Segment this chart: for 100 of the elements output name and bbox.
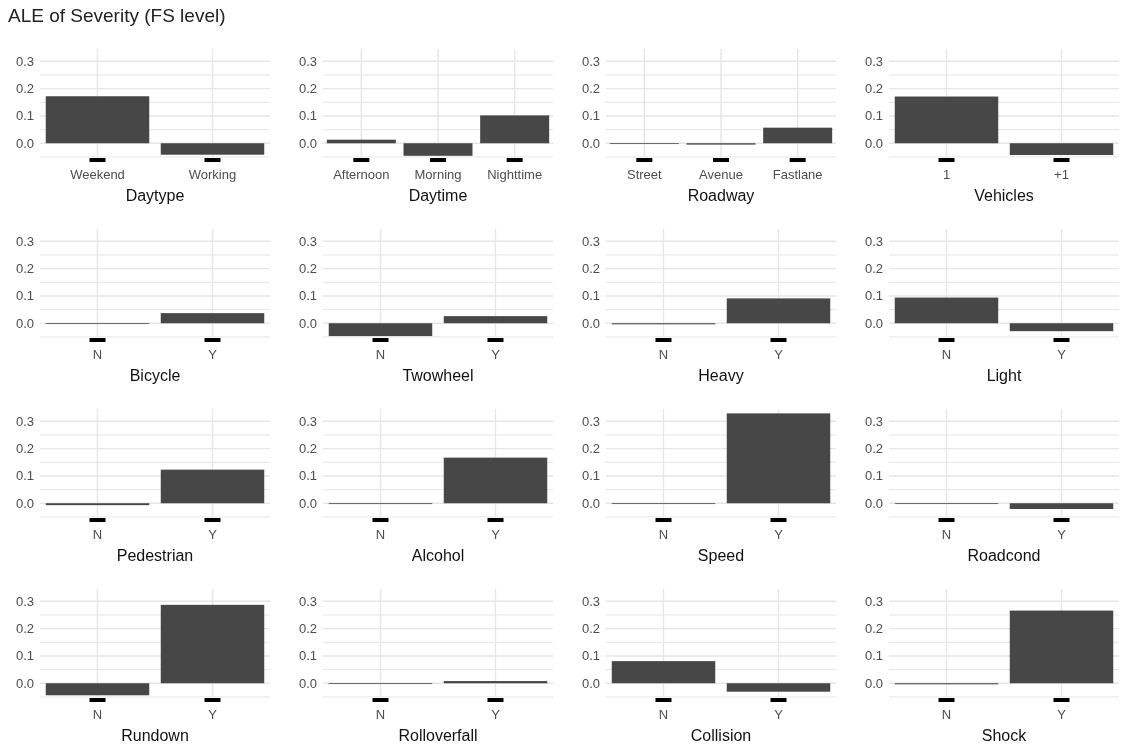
- y-tick-label: 0.2: [15, 441, 34, 457]
- y-tick-label: 0.2: [298, 441, 317, 457]
- y-tick-label: 0.3: [15, 593, 34, 609]
- x-tick-label: N: [658, 527, 669, 542]
- y-tick-label: 0.0: [15, 315, 34, 331]
- x-axis-title: Bicycle: [129, 367, 181, 384]
- x-tick-label: Y: [491, 347, 501, 362]
- y-tick-label: 0.3: [864, 593, 883, 609]
- x-axis-title: Daytime: [408, 187, 468, 204]
- y-tick-label: 0.0: [864, 135, 883, 151]
- x-tick-label: Y: [1057, 707, 1067, 722]
- y-tick-label: 0.1: [298, 648, 317, 664]
- y-tick-label: 0.2: [298, 261, 317, 277]
- y-tick-label: 0.3: [15, 53, 34, 69]
- y-tick-label: 0.3: [581, 53, 600, 69]
- x-tick-label: Y: [208, 527, 218, 542]
- y-tick-label: 0.2: [298, 81, 317, 97]
- y-tick-label: 0.1: [864, 288, 883, 304]
- x-axis-title: Shock: [981, 727, 1028, 744]
- x-tick-label: Y: [208, 347, 218, 362]
- y-tick-label: 0.0: [15, 675, 34, 691]
- y-tick-label: 0.0: [298, 315, 317, 331]
- x-tick-label: 1: [942, 167, 951, 182]
- x-tick-label: +1: [1054, 167, 1069, 182]
- y-tick-label: 0.3: [581, 413, 600, 429]
- x-tick-label: N: [941, 527, 952, 542]
- x-tick-label: N: [941, 707, 952, 722]
- chart-title: ALE of Severity (FS level): [8, 5, 226, 26]
- y-tick-label: 0.1: [15, 288, 34, 304]
- y-tick-label: 0.2: [581, 441, 600, 457]
- y-tick-label: 0.1: [15, 468, 34, 484]
- x-tick-label: Fastlane: [772, 167, 823, 182]
- y-tick-label: 0.0: [15, 495, 34, 511]
- x-axis-title: Roadcond: [967, 547, 1041, 564]
- y-tick-label: 0.2: [864, 261, 883, 277]
- x-tick-label: N: [92, 527, 103, 542]
- x-axis-title: Collision: [690, 727, 752, 744]
- bar: [403, 143, 473, 156]
- y-tick-label: 0.0: [864, 675, 883, 691]
- y-tick-label: 0.1: [581, 108, 600, 124]
- x-tick-label: Street: [626, 167, 663, 182]
- y-tick-label: 0.1: [581, 468, 600, 484]
- x-tick-label: N: [658, 347, 669, 362]
- x-axis-title: Pedestrian: [116, 547, 194, 564]
- y-tick-label: 0.3: [581, 593, 600, 609]
- x-tick-label: Nighttime: [487, 167, 543, 182]
- y-tick-label: 0.1: [298, 468, 317, 484]
- x-tick-label: Y: [774, 347, 784, 362]
- y-tick-label: 0.2: [581, 621, 600, 637]
- y-tick-label: 0.1: [298, 108, 317, 124]
- x-tick-label: Working: [188, 167, 237, 182]
- x-tick-label: Afternoon: [333, 167, 390, 182]
- y-tick-label: 0.1: [298, 288, 317, 304]
- y-tick-label: 0.2: [581, 261, 600, 277]
- y-tick-label: 0.2: [15, 621, 34, 637]
- y-tick-label: 0.3: [15, 413, 34, 429]
- x-tick-label: N: [92, 707, 103, 722]
- x-axis-title: Alcohol: [411, 547, 465, 564]
- y-tick-label: 0.0: [298, 495, 317, 511]
- y-tick-label: 0.3: [581, 233, 600, 249]
- x-tick-label: Y: [491, 707, 501, 722]
- y-tick-label: 0.0: [298, 675, 317, 691]
- y-tick-label: 0.0: [581, 495, 600, 511]
- y-tick-label: 0.3: [298, 233, 317, 249]
- y-tick-label: 0.0: [581, 135, 600, 151]
- x-tick-label: Morning: [414, 167, 462, 182]
- x-tick-label: Avenue: [699, 167, 743, 182]
- y-tick-label: 0.3: [298, 593, 317, 609]
- y-tick-label: 0.2: [581, 81, 600, 97]
- x-tick-label: N: [375, 707, 386, 722]
- y-tick-label: 0.2: [298, 621, 317, 637]
- x-tick-label: N: [92, 347, 103, 362]
- x-axis-title: Daytype: [125, 187, 185, 204]
- y-tick-label: 0.3: [864, 53, 883, 69]
- y-tick-label: 0.3: [864, 413, 883, 429]
- x-axis-title: Rolloverfall: [398, 727, 478, 744]
- y-tick-label: 0.1: [15, 108, 34, 124]
- y-tick-label: 0.1: [581, 648, 600, 664]
- x-axis-title: Roadway: [687, 187, 755, 204]
- y-tick-label: 0.3: [298, 413, 317, 429]
- x-tick-label: N: [375, 527, 386, 542]
- y-tick-label: 0.3: [298, 53, 317, 69]
- y-tick-label: 0.0: [298, 135, 317, 151]
- x-axis-title: Speed: [697, 547, 745, 564]
- x-tick-label: N: [658, 707, 669, 722]
- y-tick-label: 0.1: [864, 468, 883, 484]
- x-tick-label: Y: [1057, 527, 1067, 542]
- y-tick-label: 0.0: [864, 495, 883, 511]
- x-tick-label: Y: [774, 707, 784, 722]
- x-axis-title: Rundown: [121, 727, 189, 744]
- x-tick-label: Y: [774, 527, 784, 542]
- x-axis-title: Twowheel: [402, 367, 474, 384]
- y-tick-label: 0.1: [864, 108, 883, 124]
- y-tick-label: 0.0: [15, 135, 34, 151]
- x-axis-title: Vehicles: [974, 187, 1034, 204]
- y-tick-label: 0.2: [864, 441, 883, 457]
- y-tick-label: 0.1: [581, 288, 600, 304]
- x-axis-title: Heavy: [698, 367, 744, 384]
- y-tick-label: 0.3: [15, 233, 34, 249]
- x-tick-label: Y: [491, 527, 501, 542]
